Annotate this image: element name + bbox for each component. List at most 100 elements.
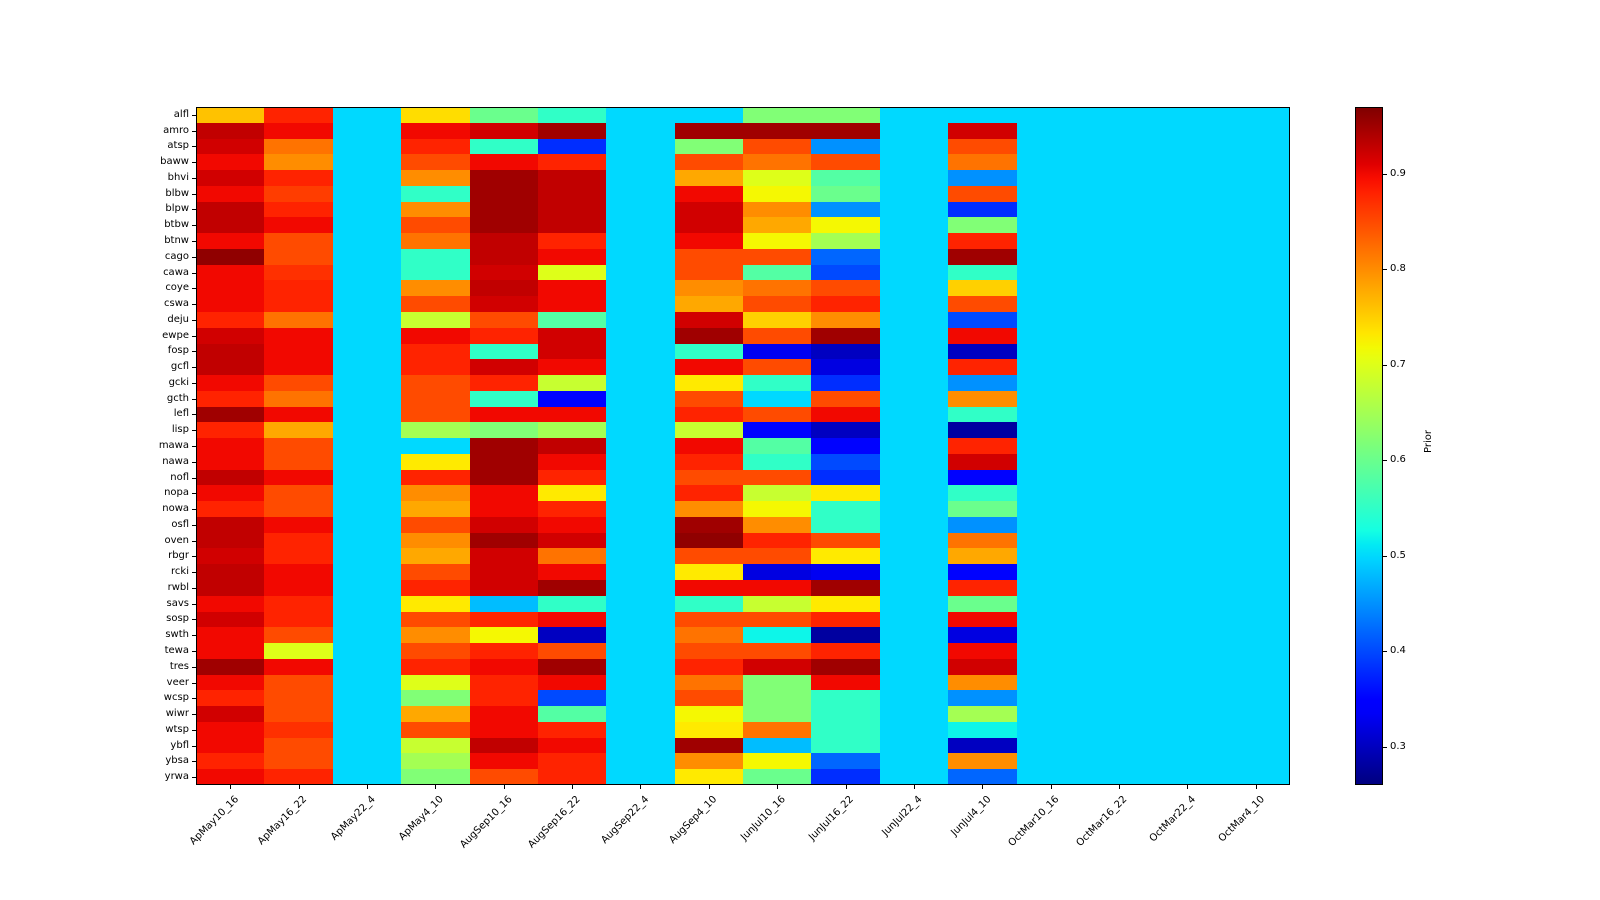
heatmap-cell xyxy=(606,280,675,297)
heatmap-cell xyxy=(1153,690,1222,707)
heatmap-cell xyxy=(537,580,607,596)
heatmap-cell xyxy=(948,769,1017,785)
heatmap-cell xyxy=(332,469,402,486)
heatmap-cell xyxy=(879,643,949,659)
heatmap-cell xyxy=(674,469,743,486)
heatmap-cell xyxy=(196,643,265,659)
heatmap-cell xyxy=(1016,390,1085,407)
heatmap-cell xyxy=(401,580,470,596)
heatmap-cell xyxy=(401,311,470,328)
heatmap-cell xyxy=(879,469,949,486)
y-tickmark xyxy=(192,572,196,574)
colorbar-tickmark xyxy=(1383,555,1387,557)
heatmap-cell xyxy=(1084,658,1154,675)
heatmap-cell xyxy=(264,674,333,691)
y-tick-label: bhvi xyxy=(167,171,189,183)
heatmap-cell xyxy=(1221,753,1290,770)
heatmap-cell xyxy=(1016,753,1085,770)
heatmap-cell xyxy=(332,595,402,612)
heatmap-cell xyxy=(332,564,402,581)
heatmap-cell xyxy=(1016,170,1085,186)
x-tickmark xyxy=(572,785,574,789)
heatmap-cell xyxy=(606,501,675,517)
heatmap-cell xyxy=(332,753,402,770)
heatmap-cell xyxy=(948,690,1017,707)
heatmap-cell xyxy=(811,595,880,612)
heatmap-cell xyxy=(469,311,538,328)
heatmap-cell xyxy=(948,548,1017,565)
heatmap-cell xyxy=(743,658,812,675)
heatmap-cell xyxy=(332,406,402,423)
heatmap-cell xyxy=(264,627,333,644)
heatmap-cell xyxy=(879,359,949,376)
heatmap-cell xyxy=(811,138,880,155)
heatmap-cell xyxy=(1153,185,1222,202)
heatmap-cell xyxy=(469,706,538,722)
heatmap-cell xyxy=(674,769,743,785)
heatmap-cell xyxy=(811,658,880,675)
y-tick-label: wiwr xyxy=(165,708,189,720)
y-tick-label: coye xyxy=(165,282,189,294)
heatmap-cell xyxy=(1016,453,1085,470)
heatmap-cell xyxy=(401,501,470,517)
colorbar-tickmark xyxy=(1383,364,1387,366)
heatmap-cell xyxy=(674,737,743,754)
heatmap-cell xyxy=(1084,390,1154,407)
heatmap-cell xyxy=(537,422,607,439)
heatmap-cell xyxy=(879,769,949,785)
heatmap-cell xyxy=(332,643,402,659)
heatmap-cell xyxy=(1016,643,1085,659)
heatmap-cell xyxy=(674,532,743,549)
heatmap-cell xyxy=(401,122,470,139)
y-tick-label: wtsp xyxy=(165,723,189,735)
heatmap-cell xyxy=(401,201,470,218)
y-tick-label: osfl xyxy=(171,518,189,530)
y-tickmark xyxy=(192,714,196,716)
heatmap-cell xyxy=(674,548,743,565)
heatmap-cell xyxy=(401,327,470,344)
colorbar-tickmark xyxy=(1383,746,1387,748)
heatmap-cell xyxy=(537,706,607,722)
heatmap-cell xyxy=(743,737,812,754)
heatmap-cell xyxy=(469,280,538,297)
heatmap-cell xyxy=(264,406,333,423)
heatmap-cell xyxy=(537,438,607,454)
heatmap-cell xyxy=(1084,170,1154,186)
heatmap-cell xyxy=(743,296,812,312)
heatmap-cell xyxy=(1084,690,1154,707)
y-tick-label: nofl xyxy=(170,471,189,483)
heatmap-cell xyxy=(743,769,812,785)
heatmap-cell xyxy=(1016,595,1085,612)
heatmap-cell xyxy=(1153,453,1222,470)
heatmap-cell xyxy=(606,170,675,186)
heatmap-cell xyxy=(1221,548,1290,565)
heatmap-cell xyxy=(948,595,1017,612)
heatmap-cell xyxy=(332,185,402,202)
heatmap-cell xyxy=(196,422,265,439)
heatmap-cell xyxy=(606,611,675,628)
heatmap-cell xyxy=(469,406,538,423)
heatmap-cell xyxy=(743,580,812,596)
heatmap-cell xyxy=(332,264,402,281)
heatmap-cell xyxy=(1221,706,1290,722)
colorbar-tick-label: 0.9 xyxy=(1390,167,1406,179)
heatmap-cell xyxy=(401,422,470,439)
heatmap-cell xyxy=(401,485,470,502)
heatmap-cell xyxy=(948,469,1017,486)
heatmap-cell xyxy=(674,690,743,707)
heatmap-cell xyxy=(401,185,470,202)
heatmap-cell xyxy=(401,390,470,407)
heatmap-cell xyxy=(606,375,675,391)
heatmap-cell xyxy=(606,154,675,171)
y-tickmark xyxy=(192,587,196,589)
heatmap-cell xyxy=(743,201,812,218)
heatmap-cell xyxy=(1084,769,1154,785)
heatmap-cell xyxy=(469,453,538,470)
heatmap-cell xyxy=(1221,375,1290,391)
heatmap-cell xyxy=(196,138,265,155)
heatmap-cell xyxy=(1084,438,1154,454)
y-tickmark xyxy=(192,619,196,621)
heatmap-cell xyxy=(332,658,402,675)
heatmap-cell xyxy=(1153,753,1222,770)
heatmap-cell xyxy=(264,469,333,486)
